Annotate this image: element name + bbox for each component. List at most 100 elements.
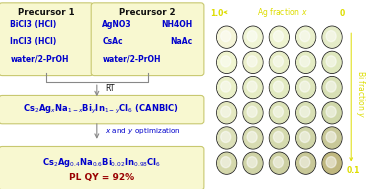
Circle shape bbox=[300, 31, 310, 42]
Circle shape bbox=[217, 26, 237, 48]
Circle shape bbox=[221, 81, 231, 92]
Circle shape bbox=[243, 127, 263, 149]
Circle shape bbox=[217, 102, 237, 124]
Circle shape bbox=[244, 103, 262, 123]
Circle shape bbox=[243, 77, 263, 98]
Circle shape bbox=[218, 77, 236, 98]
Circle shape bbox=[270, 103, 288, 123]
Text: InCl3 (HCl): InCl3 (HCl) bbox=[10, 37, 56, 46]
Circle shape bbox=[247, 56, 257, 67]
Circle shape bbox=[247, 81, 257, 92]
Circle shape bbox=[221, 157, 231, 168]
Circle shape bbox=[300, 56, 310, 67]
Text: 0.1: 0.1 bbox=[346, 166, 359, 175]
Circle shape bbox=[243, 26, 263, 48]
Circle shape bbox=[322, 26, 342, 48]
Circle shape bbox=[217, 152, 237, 174]
Text: water/2-PrOH: water/2-PrOH bbox=[102, 55, 161, 64]
Text: NH4OH: NH4OH bbox=[161, 20, 193, 29]
Text: CsAc: CsAc bbox=[102, 37, 123, 46]
Circle shape bbox=[218, 27, 236, 47]
Circle shape bbox=[244, 153, 262, 173]
Circle shape bbox=[300, 81, 310, 92]
Text: RT: RT bbox=[105, 84, 115, 93]
Text: BiCl3 (HCl): BiCl3 (HCl) bbox=[10, 20, 56, 29]
Circle shape bbox=[322, 152, 342, 174]
Circle shape bbox=[297, 153, 315, 173]
Circle shape bbox=[218, 103, 236, 123]
Circle shape bbox=[297, 77, 315, 98]
Circle shape bbox=[326, 31, 336, 42]
Circle shape bbox=[300, 131, 310, 143]
Circle shape bbox=[244, 52, 262, 72]
Circle shape bbox=[296, 51, 315, 73]
Text: Precursor 1: Precursor 1 bbox=[18, 8, 74, 17]
FancyBboxPatch shape bbox=[91, 3, 204, 76]
Circle shape bbox=[270, 51, 289, 73]
Circle shape bbox=[296, 152, 315, 174]
Circle shape bbox=[244, 128, 262, 148]
Text: AgNO3: AgNO3 bbox=[102, 20, 132, 29]
Circle shape bbox=[247, 106, 257, 117]
Circle shape bbox=[270, 152, 289, 174]
Circle shape bbox=[296, 77, 315, 98]
Circle shape bbox=[297, 103, 315, 123]
Circle shape bbox=[270, 128, 288, 148]
Circle shape bbox=[221, 56, 231, 67]
Circle shape bbox=[296, 102, 315, 124]
Circle shape bbox=[217, 51, 237, 73]
Text: 0: 0 bbox=[340, 9, 345, 18]
Circle shape bbox=[273, 81, 284, 92]
Circle shape bbox=[326, 106, 336, 117]
Circle shape bbox=[300, 106, 310, 117]
Circle shape bbox=[247, 131, 257, 143]
Circle shape bbox=[323, 128, 341, 148]
Text: $x$ and $y$ optimization: $x$ and $y$ optimization bbox=[105, 126, 181, 136]
Circle shape bbox=[218, 128, 236, 148]
Circle shape bbox=[247, 31, 257, 42]
Circle shape bbox=[218, 153, 236, 173]
Text: PL QY = 92%: PL QY = 92% bbox=[69, 173, 134, 182]
Circle shape bbox=[300, 157, 310, 168]
Circle shape bbox=[270, 102, 289, 124]
Circle shape bbox=[273, 31, 284, 42]
Circle shape bbox=[243, 152, 263, 174]
Circle shape bbox=[273, 56, 284, 67]
Text: 1.0: 1.0 bbox=[210, 9, 223, 18]
Text: Ag fraction $x$: Ag fraction $x$ bbox=[256, 6, 307, 19]
Circle shape bbox=[273, 131, 284, 143]
FancyBboxPatch shape bbox=[0, 146, 204, 189]
Circle shape bbox=[270, 52, 288, 72]
Circle shape bbox=[322, 102, 342, 124]
Circle shape bbox=[297, 27, 315, 47]
Circle shape bbox=[326, 131, 336, 143]
Circle shape bbox=[217, 77, 237, 98]
Circle shape bbox=[247, 157, 257, 168]
Circle shape bbox=[270, 77, 288, 98]
Text: Cs$_2$Ag$_{0.4}$Na$_{0.6}$Bi$_{0.02}$In$_{0.98}$Cl$_6$: Cs$_2$Ag$_{0.4}$Na$_{0.6}$Bi$_{0.02}$In$… bbox=[42, 156, 161, 169]
Circle shape bbox=[270, 26, 289, 48]
Circle shape bbox=[297, 52, 315, 72]
Circle shape bbox=[326, 157, 336, 168]
Circle shape bbox=[270, 127, 289, 149]
Circle shape bbox=[218, 52, 236, 72]
Text: water/2-PrOH: water/2-PrOH bbox=[10, 55, 69, 64]
Circle shape bbox=[296, 26, 315, 48]
Circle shape bbox=[296, 127, 315, 149]
Circle shape bbox=[323, 103, 341, 123]
Circle shape bbox=[243, 51, 263, 73]
Circle shape bbox=[221, 106, 231, 117]
Circle shape bbox=[323, 153, 341, 173]
Circle shape bbox=[322, 51, 342, 73]
Text: NaAc: NaAc bbox=[170, 37, 193, 46]
Circle shape bbox=[244, 27, 262, 47]
Circle shape bbox=[323, 77, 341, 98]
Circle shape bbox=[323, 52, 341, 72]
FancyBboxPatch shape bbox=[0, 95, 204, 124]
Circle shape bbox=[326, 56, 336, 67]
FancyBboxPatch shape bbox=[0, 3, 93, 76]
Circle shape bbox=[243, 102, 263, 124]
Text: Bi fraction $y$: Bi fraction $y$ bbox=[354, 70, 367, 119]
Circle shape bbox=[297, 128, 315, 148]
Circle shape bbox=[217, 127, 237, 149]
